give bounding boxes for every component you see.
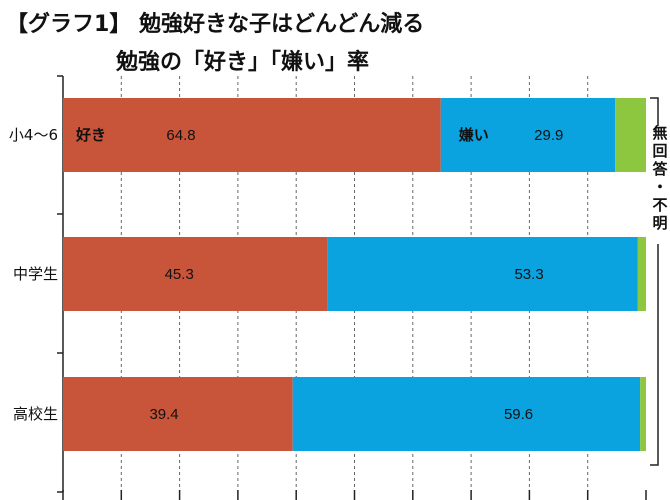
side-note-char: 明 xyxy=(652,214,667,232)
bar-segment xyxy=(292,377,641,451)
bar-segment xyxy=(637,237,646,311)
data-label: 53.3 xyxy=(514,266,543,283)
bar-segment xyxy=(615,98,646,172)
category-label: 中学生 xyxy=(13,265,58,283)
category-label: 高校生 xyxy=(13,405,58,423)
side-note-char: 無 xyxy=(652,124,667,142)
category-label: 小4〜6 xyxy=(9,126,58,144)
chart-title-line-1: 【グラフ1】 勉強好きな子はどんどん減る xyxy=(6,12,425,37)
side-note-char: 答 xyxy=(652,160,668,178)
side-bracket xyxy=(650,97,659,466)
data-label: 39.4 xyxy=(149,406,178,423)
data-label: 64.8 xyxy=(166,127,195,144)
data-label: 45.3 xyxy=(165,266,194,283)
chart-title-line-2: 勉強の「好き」「嫌い」率 xyxy=(116,50,370,75)
data-label: 59.6 xyxy=(504,406,533,423)
side-note-bg xyxy=(652,126,670,244)
bar-segment xyxy=(327,237,638,311)
bar-segment xyxy=(63,237,328,311)
side-note-char: ・ xyxy=(652,178,667,196)
bar-segment xyxy=(640,377,646,451)
legend-key-like: 好き xyxy=(75,126,106,144)
data-label: 29.9 xyxy=(534,127,563,144)
bar-segment xyxy=(440,98,616,172)
side-note-char: 不 xyxy=(652,196,667,214)
bar-segment xyxy=(63,377,293,451)
bar-segment xyxy=(63,98,441,172)
side-note-char: 回 xyxy=(652,142,667,160)
side-note-text: 無回答・不明 xyxy=(652,124,668,232)
legend-key-dislike: 嫌い xyxy=(458,126,489,144)
